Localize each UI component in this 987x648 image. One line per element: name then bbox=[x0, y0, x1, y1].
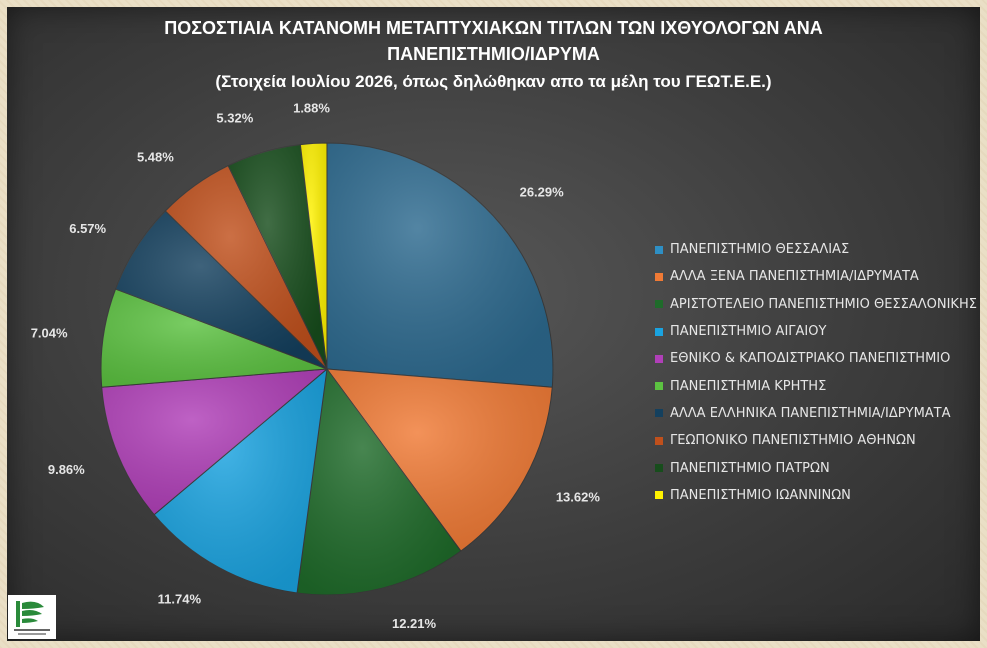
chart-legend: ΠΑΝΕΠΙΣΤΗΜΙΟ ΘΕΣΣΑΛΙΑΣ ΑΛΛΑ ΞΕΝΑ ΠΑΝΕΠΙΣΤ… bbox=[655, 236, 977, 509]
legend-label-2: ΑΛΛΑ ΞΕΝΑ ΠΑΝΕΠΙΣΤΗΜΙΑ/ΙΔΡΥΜΑΤΑ bbox=[670, 269, 919, 285]
legend-label-9: ΠΑΝΕΠΙΣΤΗΜΙΟ ΠΑΤΡΩΝ bbox=[670, 460, 830, 476]
legend-label-8: ΓΕΩΠΟΝΙΚΟ ΠΑΝΕΠΙΣΤΗΜΙΟ ΑΘΗΝΩΝ bbox=[670, 433, 916, 449]
slice-label-7: 6.57% bbox=[69, 221, 106, 236]
slice-label-6: 7.04% bbox=[31, 325, 68, 340]
legend-swatch-8 bbox=[655, 436, 663, 445]
legend-label-3: ΑΡΙΣΤΟΤΕΛΕΙΟ ΠΑΝΕΠΙΣΤΗΜΙΟ ΘΕΣΣΑΛΟΝΙΚΗΣ bbox=[670, 296, 977, 312]
legend-swatch-10 bbox=[655, 491, 663, 500]
legend-swatch-6 bbox=[655, 382, 663, 391]
legend-item-5: ΕΘΝΙΚΟ & ΚΑΠΟΔΙΣΤΡΙΑΚΟ ΠΑΝΕΠΙΣΤΗΜΙΟ bbox=[655, 345, 977, 372]
legend-item-3: ΑΡΙΣΤΟΤΕΛΕΙΟ ΠΑΝΕΠΙΣΤΗΜΙΟ ΘΕΣΣΑΛΟΝΙΚΗΣ bbox=[655, 291, 977, 318]
pie-slice-shading-5 bbox=[101, 369, 327, 515]
legend-label-7: ΑΛΛΑ ΕΛΛΗΝΙΚΑ ΠΑΝΕΠΙΣΤΗΜΙΑ/ΙΔΡΥΜΑΤΑ bbox=[670, 405, 951, 421]
pie-slice-shading-8 bbox=[165, 165, 327, 369]
pie-slice-shading-3 bbox=[297, 369, 461, 595]
legend-item-4: ΠΑΝΕΠΙΣΤΗΜΙΟ ΑΙΓΑΙΟΥ bbox=[655, 318, 977, 345]
legend-item-10: ΠΑΝΕΠΙΣΤΗΜΙΟ ΙΩΑΝΝΙΝΩΝ bbox=[655, 482, 977, 509]
legend-label-5: ΕΘΝΙΚΟ & ΚΑΠΟΔΙΣΤΡΙΑΚΟ ΠΑΝΕΠΙΣΤΗΜΙΟ bbox=[670, 351, 951, 367]
slice-label-3: 12.21% bbox=[392, 616, 437, 631]
pie-slice-shading-10 bbox=[300, 143, 327, 369]
chart-title-line1: ΠΟΣΟΣΤΙΑΙΑ ΚΑΤΑΝΟΜΗ ΜΕΤΑΠΤΥΧΙΑΚΩΝ ΤΙΤΛΩΝ… bbox=[164, 18, 823, 38]
slice-label-4: 11.74% bbox=[158, 592, 202, 607]
geotee-logo bbox=[8, 595, 56, 639]
slice-label-2: 13.62% bbox=[556, 490, 601, 505]
legend-label-4: ΠΑΝΕΠΙΣΤΗΜΙΟ ΑΙΓΑΙΟΥ bbox=[670, 324, 827, 340]
pie-slice-shading-6 bbox=[101, 289, 327, 388]
chart-subtitle: (Στοιχεία Ιουλίου 2026, όπως δηλώθηκαν α… bbox=[215, 72, 772, 91]
pie-slice-shading-9 bbox=[228, 144, 327, 369]
legend-label-1: ΠΑΝΕΠΙΣΤΗΜΙΟ ΘΕΣΣΑΛΙΑΣ bbox=[670, 242, 850, 258]
slice-label-5: 9.86% bbox=[48, 462, 85, 477]
slice-label-1: 26.29% bbox=[520, 184, 565, 199]
legend-swatch-1 bbox=[655, 245, 663, 254]
pie-slice-shading-7 bbox=[115, 210, 328, 369]
pie-slice-shading-1 bbox=[327, 143, 553, 388]
pie-slice-shading-2 bbox=[327, 369, 553, 552]
logo-icon bbox=[14, 601, 50, 635]
legend-swatch-2 bbox=[655, 272, 663, 281]
legend-item-6: ΠΑΝΕΠΙΣΤΗΜΙΑ ΚΡΗΤΗΣ bbox=[655, 372, 977, 399]
legend-item-9: ΠΑΝΕΠΙΣΤΗΜΙΟ ΠΑΤΡΩΝ bbox=[655, 454, 977, 481]
legend-swatch-4 bbox=[655, 327, 663, 336]
legend-swatch-3 bbox=[655, 300, 663, 309]
legend-item-2: ΑΛΛΑ ΞΕΝΑ ΠΑΝΕΠΙΣΤΗΜΙΑ/ΙΔΡΥΜΑΤΑ bbox=[655, 263, 977, 290]
legend-item-7: ΑΛΛΑ ΕΛΛΗΝΙΚΑ ΠΑΝΕΠΙΣΤΗΜΙΑ/ΙΔΡΥΜΑΤΑ bbox=[655, 400, 977, 427]
legend-swatch-5 bbox=[655, 354, 663, 363]
legend-label-6: ΠΑΝΕΠΙΣΤΗΜΙΑ ΚΡΗΤΗΣ bbox=[670, 378, 827, 394]
legend-swatch-7 bbox=[655, 409, 663, 418]
legend-label-10: ΠΑΝΕΠΙΣΤΗΜΙΟ ΙΩΑΝΝΙΝΩΝ bbox=[670, 487, 851, 503]
slice-label-8: 5.48% bbox=[137, 149, 174, 164]
chart-title-line2: ΠΑΝΕΠΙΣΤΗΜΙΟ/ΙΔΡΥΜΑ bbox=[387, 44, 600, 64]
pie-slice-shading-4 bbox=[154, 369, 327, 594]
slice-label-9: 5.32% bbox=[216, 111, 253, 126]
legend-item-8: ΓΕΩΠΟΝΙΚΟ ΠΑΝΕΠΙΣΤΗΜΙΟ ΑΘΗΝΩΝ bbox=[655, 427, 977, 454]
legend-item-1: ΠΑΝΕΠΙΣΤΗΜΙΟ ΘΕΣΣΑΛΙΑΣ bbox=[655, 236, 977, 263]
legend-swatch-9 bbox=[655, 464, 663, 473]
slice-label-10: 1.88% bbox=[293, 100, 330, 115]
